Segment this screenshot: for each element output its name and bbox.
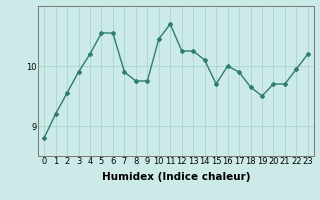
X-axis label: Humidex (Indice chaleur): Humidex (Indice chaleur) — [102, 172, 250, 182]
